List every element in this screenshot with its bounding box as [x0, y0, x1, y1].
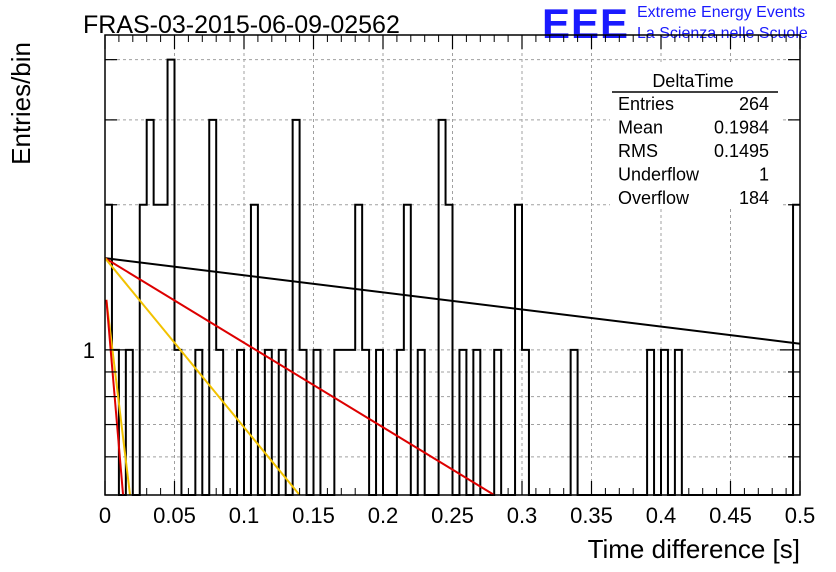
stats-value: 0.1984	[714, 118, 769, 138]
stats-title: DeltaTime	[652, 71, 733, 91]
stats-label: Underflow	[618, 165, 700, 185]
x-tick-label: 0.35	[570, 503, 613, 528]
stats-value: 184	[739, 188, 769, 208]
stats-value: 264	[739, 94, 769, 114]
stats-box-bg	[610, 62, 780, 208]
stats-label: Mean	[618, 118, 663, 138]
x-axis-title: Time difference [s]	[588, 534, 800, 564]
eee-logo: EEE Extreme Energy Events La Scienza nel…	[542, 0, 808, 47]
y-tick-labels: 1	[83, 338, 95, 363]
fit-line	[105, 299, 125, 496]
fit-line	[104, 257, 801, 345]
fit-line	[104, 257, 495, 496]
fit-lines	[104, 257, 801, 496]
x-tick-label: 0.4	[646, 503, 677, 528]
x-tick-label: 0.2	[368, 503, 399, 528]
x-tick-label: 0.15	[292, 503, 335, 528]
x-tick-label: 0	[99, 503, 111, 528]
stats-label: Entries	[618, 94, 674, 114]
x-tick-label: 0.1	[229, 503, 260, 528]
stats-value: 0.1495	[714, 141, 769, 161]
stats-box: DeltaTime Entries 264 Mean 0.1984 RMS 0.1495 U…	[610, 62, 780, 208]
logo-line-1: Extreme Energy Events	[637, 4, 805, 21]
x-tick-label: 0.45	[709, 503, 752, 528]
x-tick-label: 0.25	[431, 503, 474, 528]
logo-line-2: La Scienza nelle Scuole	[637, 25, 808, 42]
logo-mark: EEE	[542, 0, 629, 47]
x-tick-label: 0.5	[785, 503, 816, 528]
y-axis-title: Entries/bin	[6, 42, 36, 165]
fit-line	[105, 299, 132, 496]
plot-frame	[104, 34, 801, 496]
stats-label: Overflow	[618, 188, 690, 208]
stats-label: RMS	[618, 141, 658, 161]
fit-line	[104, 257, 301, 496]
x-tick-label: 0.05	[153, 503, 196, 528]
x-tick-labels: 0 0.05 0.1 0.15 0.2 0.25 0.3 0.35 0.4 0.45 0.5	[99, 503, 815, 528]
stats-value: 1	[759, 165, 769, 185]
y-tick-label: 1	[83, 338, 95, 363]
x-tick-label: 0.3	[507, 503, 538, 528]
